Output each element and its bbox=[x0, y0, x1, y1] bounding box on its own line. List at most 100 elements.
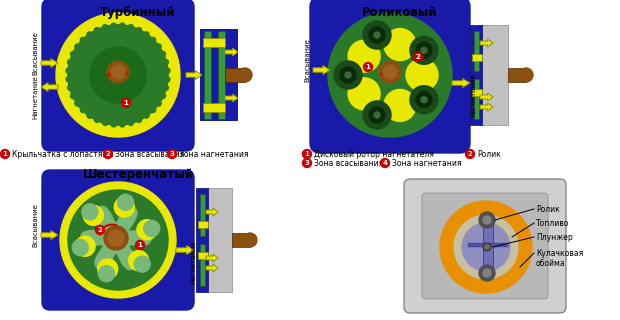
Circle shape bbox=[381, 158, 389, 167]
Text: Ролик: Ролик bbox=[536, 204, 560, 213]
Polygon shape bbox=[206, 264, 218, 272]
Bar bbox=[225, 68, 245, 82]
Circle shape bbox=[363, 62, 373, 71]
Circle shape bbox=[150, 114, 155, 119]
Bar bbox=[200, 194, 205, 236]
Circle shape bbox=[169, 63, 174, 68]
Bar bbox=[200, 244, 205, 286]
Circle shape bbox=[379, 61, 401, 83]
Circle shape bbox=[107, 61, 129, 83]
Polygon shape bbox=[41, 230, 58, 239]
FancyBboxPatch shape bbox=[422, 193, 548, 299]
Circle shape bbox=[454, 215, 518, 279]
Polygon shape bbox=[480, 93, 493, 101]
Text: 3: 3 bbox=[304, 160, 309, 166]
Text: 1: 1 bbox=[366, 64, 370, 70]
Circle shape bbox=[483, 216, 491, 224]
Circle shape bbox=[303, 149, 311, 158]
Text: 2: 2 bbox=[97, 227, 102, 233]
Circle shape bbox=[421, 97, 427, 103]
Circle shape bbox=[421, 47, 427, 53]
Circle shape bbox=[440, 201, 532, 293]
Polygon shape bbox=[80, 205, 152, 270]
Text: 4: 4 bbox=[383, 160, 388, 166]
Text: 1: 1 bbox=[304, 151, 309, 157]
Text: Крыльчатка с лопастями: Крыльчатка с лопастями bbox=[12, 149, 113, 158]
Circle shape bbox=[56, 13, 180, 137]
Circle shape bbox=[406, 59, 438, 91]
Circle shape bbox=[136, 241, 144, 250]
Circle shape bbox=[81, 114, 86, 119]
Text: Плунжер: Плунжер bbox=[536, 233, 573, 242]
Bar bbox=[474, 79, 479, 119]
Circle shape bbox=[73, 240, 88, 256]
Circle shape bbox=[64, 91, 70, 96]
Circle shape bbox=[68, 190, 168, 290]
Bar bbox=[472, 89, 482, 96]
Circle shape bbox=[106, 126, 111, 131]
Circle shape bbox=[384, 89, 416, 121]
Bar bbox=[218, 31, 225, 119]
Circle shape bbox=[384, 28, 416, 60]
Circle shape bbox=[348, 78, 380, 110]
Circle shape bbox=[99, 266, 115, 282]
Circle shape bbox=[479, 212, 495, 228]
Circle shape bbox=[106, 19, 111, 24]
Text: Всасывание: Всасывание bbox=[32, 203, 38, 247]
Circle shape bbox=[157, 107, 162, 112]
Text: Зона всасывания: Зона всасывания bbox=[115, 149, 184, 158]
Text: Нагнетание: Нагнетание bbox=[32, 75, 38, 119]
Circle shape bbox=[89, 119, 94, 124]
Bar bbox=[204, 31, 211, 119]
Bar bbox=[203, 38, 225, 47]
Circle shape bbox=[115, 19, 120, 23]
Text: Турбинный: Турбинный bbox=[100, 6, 176, 19]
Circle shape bbox=[118, 194, 133, 210]
Circle shape bbox=[345, 72, 351, 78]
Polygon shape bbox=[206, 208, 218, 216]
Circle shape bbox=[383, 65, 397, 79]
Circle shape bbox=[414, 52, 422, 61]
Circle shape bbox=[90, 47, 146, 103]
Polygon shape bbox=[225, 48, 238, 56]
Text: Всасывание: Всасывание bbox=[304, 38, 310, 82]
Circle shape bbox=[416, 42, 432, 58]
Circle shape bbox=[83, 205, 104, 225]
Circle shape bbox=[162, 45, 167, 51]
Circle shape bbox=[64, 54, 70, 59]
Circle shape bbox=[95, 226, 105, 235]
Circle shape bbox=[157, 38, 162, 43]
Circle shape bbox=[369, 27, 385, 43]
Polygon shape bbox=[41, 83, 58, 92]
Circle shape bbox=[410, 36, 438, 64]
FancyBboxPatch shape bbox=[310, 0, 470, 153]
Circle shape bbox=[125, 126, 130, 131]
Circle shape bbox=[369, 107, 385, 123]
Circle shape bbox=[166, 91, 171, 96]
Polygon shape bbox=[480, 103, 493, 111]
Circle shape bbox=[466, 149, 474, 158]
Circle shape bbox=[374, 32, 380, 38]
Circle shape bbox=[162, 100, 167, 105]
Circle shape bbox=[462, 223, 510, 271]
Bar bbox=[483, 217, 493, 277]
Text: Всасывание: Всасывание bbox=[32, 31, 38, 75]
Circle shape bbox=[150, 31, 155, 36]
Circle shape bbox=[61, 73, 66, 77]
Circle shape bbox=[81, 31, 86, 36]
Text: Зона всасывания: Зона всасывания bbox=[314, 158, 383, 167]
Circle shape bbox=[485, 245, 489, 249]
Circle shape bbox=[416, 92, 432, 108]
Circle shape bbox=[363, 101, 391, 129]
Text: 1: 1 bbox=[2, 151, 7, 157]
Circle shape bbox=[519, 68, 533, 82]
Text: 1: 1 bbox=[138, 242, 143, 248]
Bar bbox=[232, 233, 250, 247]
Circle shape bbox=[97, 22, 102, 27]
Circle shape bbox=[143, 119, 148, 124]
Circle shape bbox=[60, 182, 176, 298]
Text: 2: 2 bbox=[105, 151, 110, 157]
Text: Зона нагнетания: Зона нагнетания bbox=[392, 158, 461, 167]
Circle shape bbox=[104, 149, 112, 158]
Circle shape bbox=[134, 256, 150, 272]
